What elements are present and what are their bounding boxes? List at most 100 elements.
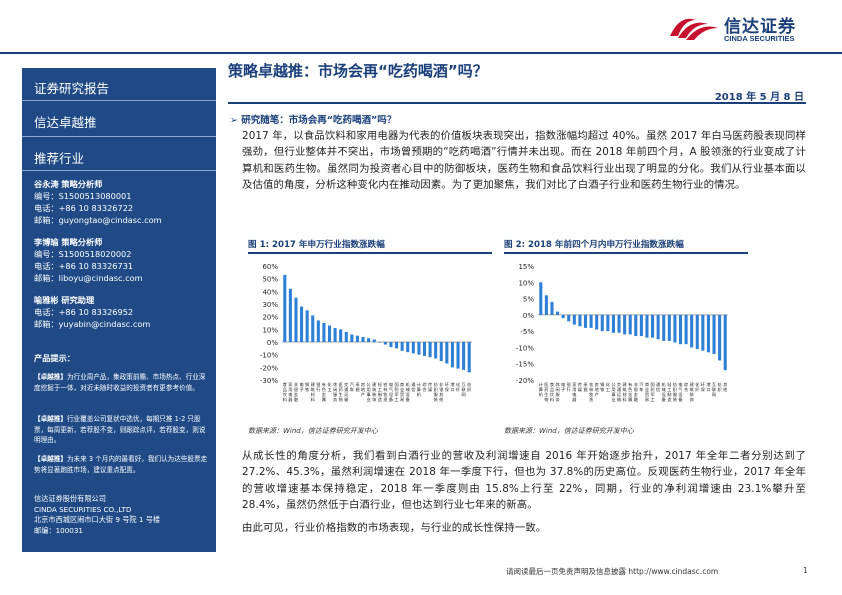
analyst-email[interactable]: 邮箱：liboyu@cindasc.com	[34, 273, 143, 283]
analyst-email[interactable]: 邮箱：yuyabin@cindasc.com	[34, 319, 151, 329]
figure-1-rule	[248, 252, 492, 254]
bar	[450, 342, 454, 368]
bar	[628, 314, 632, 335]
company-info: 信达证券股份有限公司 CINDA SECURITIES CO.,LTD 北京市西…	[34, 494, 160, 536]
x-tick-label: 钢铁	[600, 381, 605, 393]
bar	[634, 314, 638, 337]
x-tick-label: 环保	[701, 382, 706, 393]
analyst-phone: 电话：+86 10 83326731	[34, 261, 134, 271]
x-tick-label: 交通运输	[344, 381, 349, 403]
bar	[283, 274, 287, 342]
report-title: 策略卓越推：市场会再“吃药喝酒”吗？	[228, 62, 488, 80]
report-date: 2018 年 5 月 8 日	[714, 92, 804, 103]
bar	[550, 301, 554, 315]
bar	[350, 334, 354, 342]
x-tick-label: 食品饮料	[550, 381, 555, 403]
company-name-en: CINDA SECURITIES CO.,LTD	[34, 504, 132, 514]
y-tick-label: 15%	[518, 263, 534, 271]
x-tick-label: 钢铁	[305, 381, 310, 393]
bar	[439, 342, 443, 361]
figure-2-source: 数据来源：Wind，信达证券研究开发中心	[504, 427, 634, 435]
bar	[606, 314, 610, 332]
bar	[445, 342, 449, 364]
paragraph-3: 由此可见，行业价格指数的市场表现，与行业的成长性保持一致。	[242, 522, 547, 534]
analyst-phone: 电话：+86 10 83326952	[34, 307, 134, 317]
bar	[662, 314, 666, 341]
y-tick-label: -20%	[516, 377, 534, 385]
bar	[667, 314, 671, 341]
y-tick-label: -5%	[520, 328, 534, 336]
bar	[656, 314, 660, 340]
figure-2-title: 图 2: 2018 年前四个月内申万行业指数涨跌幅	[504, 240, 684, 250]
bar	[467, 342, 471, 373]
x-tick-label: 电子	[299, 381, 304, 392]
y-tick-label: -30%	[260, 377, 278, 385]
bar	[395, 342, 399, 349]
x-tick-label: 商业贸易	[645, 381, 649, 403]
bar	[539, 282, 543, 315]
bar	[422, 342, 427, 356]
analyst-phone: 电话：+86 10 83326722	[34, 203, 134, 213]
y-tick-label: 5%	[523, 296, 534, 304]
sidebar-divider	[22, 170, 216, 171]
section-heading: ➢ 研究随笔：市场会再“吃药喝酒”吗？	[230, 112, 396, 126]
bar	[378, 342, 382, 343]
bar	[333, 328, 337, 342]
x-tick-label: 非银金融	[634, 381, 639, 403]
bar	[344, 331, 348, 342]
x-tick-label: 化纤	[456, 381, 461, 393]
x-tick-label: 休闲服务	[333, 381, 338, 403]
analyst-email[interactable]: 邮箱：guyongtao@cindasc.com	[34, 215, 162, 225]
x-tick-label: 综合	[422, 381, 427, 393]
bar	[411, 342, 415, 354]
x-tick-label: 非银金融	[294, 381, 299, 403]
bar	[583, 314, 588, 328]
x-tick-label: 环保	[445, 382, 450, 393]
y-tick-label: 40%	[262, 288, 278, 296]
x-tick-label: 港口	[706, 381, 711, 392]
x-tick-label: 国防军工	[650, 382, 654, 402]
x-tick-label: 纺织服装	[673, 381, 678, 403]
x-tick-label: 有色金属	[628, 381, 633, 403]
figure-1-source: 数据来源：Wind，信达证券研究开发中心	[248, 427, 378, 435]
x-tick-label: 公用事业	[367, 382, 372, 402]
y-tick-label: -10%	[516, 344, 534, 352]
x-tick-label: 农林牧渔	[589, 381, 594, 403]
x-tick-label: 传媒	[578, 381, 583, 393]
sidebar: 证券研究报告 信达卓越推 推荐行业 谷永涛 策略分析师 编号：S15005130…	[22, 68, 216, 552]
analyst-block: 李博瑜 策略分析师 编号：S1500518020002 电话：+86 10 83…	[34, 236, 143, 284]
x-tick-label: 传媒	[428, 381, 433, 393]
x-tick-label: 汽车	[350, 381, 355, 393]
company-postcode: 邮编：100031	[34, 525, 84, 535]
bar	[578, 314, 582, 327]
footer-disclaimer[interactable]: 请阅读最后一页免责声明及信息披露 http://www.cindasc.com	[506, 567, 719, 576]
x-tick-label: 电气设备	[678, 381, 683, 403]
bar	[673, 314, 677, 343]
bar	[623, 314, 627, 335]
bar	[651, 314, 655, 338]
y-tick-label: 60%	[262, 263, 278, 271]
bar	[544, 295, 548, 315]
logo-text-en: CINDA SECURITIES	[724, 34, 795, 43]
x-tick-label: 电子	[561, 381, 566, 392]
sidebar-divider	[22, 100, 216, 101]
bar	[311, 315, 315, 342]
bar	[690, 314, 694, 348]
x-tick-label: 家用电器	[288, 381, 293, 403]
bar	[361, 336, 365, 342]
x-tick-label: 计算机	[539, 381, 544, 398]
x-tick-label: 家用电器	[572, 381, 577, 403]
x-tick-label: 港口	[450, 381, 455, 392]
x-tick-label: 休闲服务	[555, 381, 560, 403]
x-tick-label: 国防军工	[394, 382, 398, 402]
x-tick-label: 互联网	[712, 382, 717, 398]
x-tick-label: 采掘	[583, 381, 588, 393]
bar	[294, 297, 298, 342]
x-tick-label: 商业贸易	[400, 381, 404, 403]
x-tick-label: 其他	[723, 382, 728, 393]
y-tick-label: 50%	[262, 276, 278, 284]
x-tick-label: 纺织	[467, 381, 471, 393]
paragraph-2: 从成长性的角度分析，我们看到白酒行业的营收及利润增速自 2016 年开始逐步抬升…	[242, 450, 806, 512]
x-tick-label: 纺织服装	[434, 381, 439, 403]
bar	[718, 314, 722, 361]
